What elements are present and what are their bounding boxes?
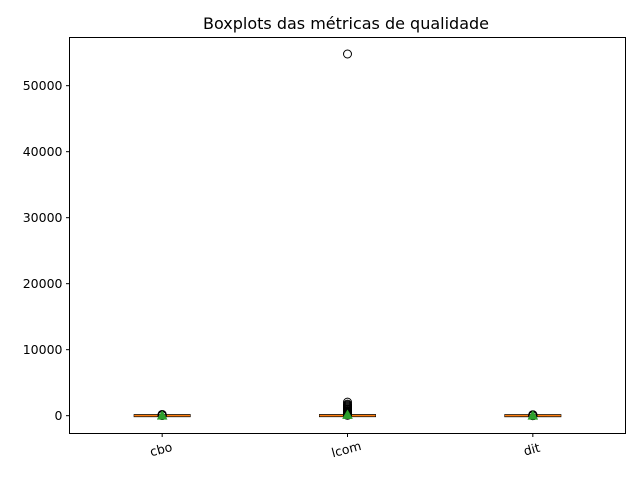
y-tick-label: 0 — [55, 408, 63, 423]
outlier-point — [343, 49, 352, 59]
plot-area — [133, 49, 562, 421]
y-tick-label: 40000 — [23, 144, 63, 159]
mean-marker — [527, 410, 539, 420]
box-lcom — [319, 49, 376, 420]
axes-frame — [69, 37, 626, 434]
mean-marker — [342, 409, 353, 419]
y-tick-label: 20000 — [23, 276, 63, 291]
y-tick-label: 10000 — [23, 342, 63, 357]
y-tick-label: 30000 — [23, 210, 63, 225]
x-tick-label-lcom: lcom — [330, 438, 363, 460]
y-axis: 0 10000 20000 30000 40000 50000 — [23, 78, 70, 423]
box-dit — [504, 410, 562, 421]
x-tick-label-cbo: cbo — [148, 439, 174, 459]
x-axis: cbo lcom dit — [148, 433, 542, 460]
chart-title: Boxplots das métricas de qualidade — [203, 14, 489, 33]
box-cbo — [133, 409, 191, 420]
x-tick-label-dit: dit — [522, 440, 542, 459]
mean-marker — [156, 410, 168, 420]
outlier-point — [343, 397, 352, 407]
y-tick-label: 50000 — [23, 78, 63, 93]
